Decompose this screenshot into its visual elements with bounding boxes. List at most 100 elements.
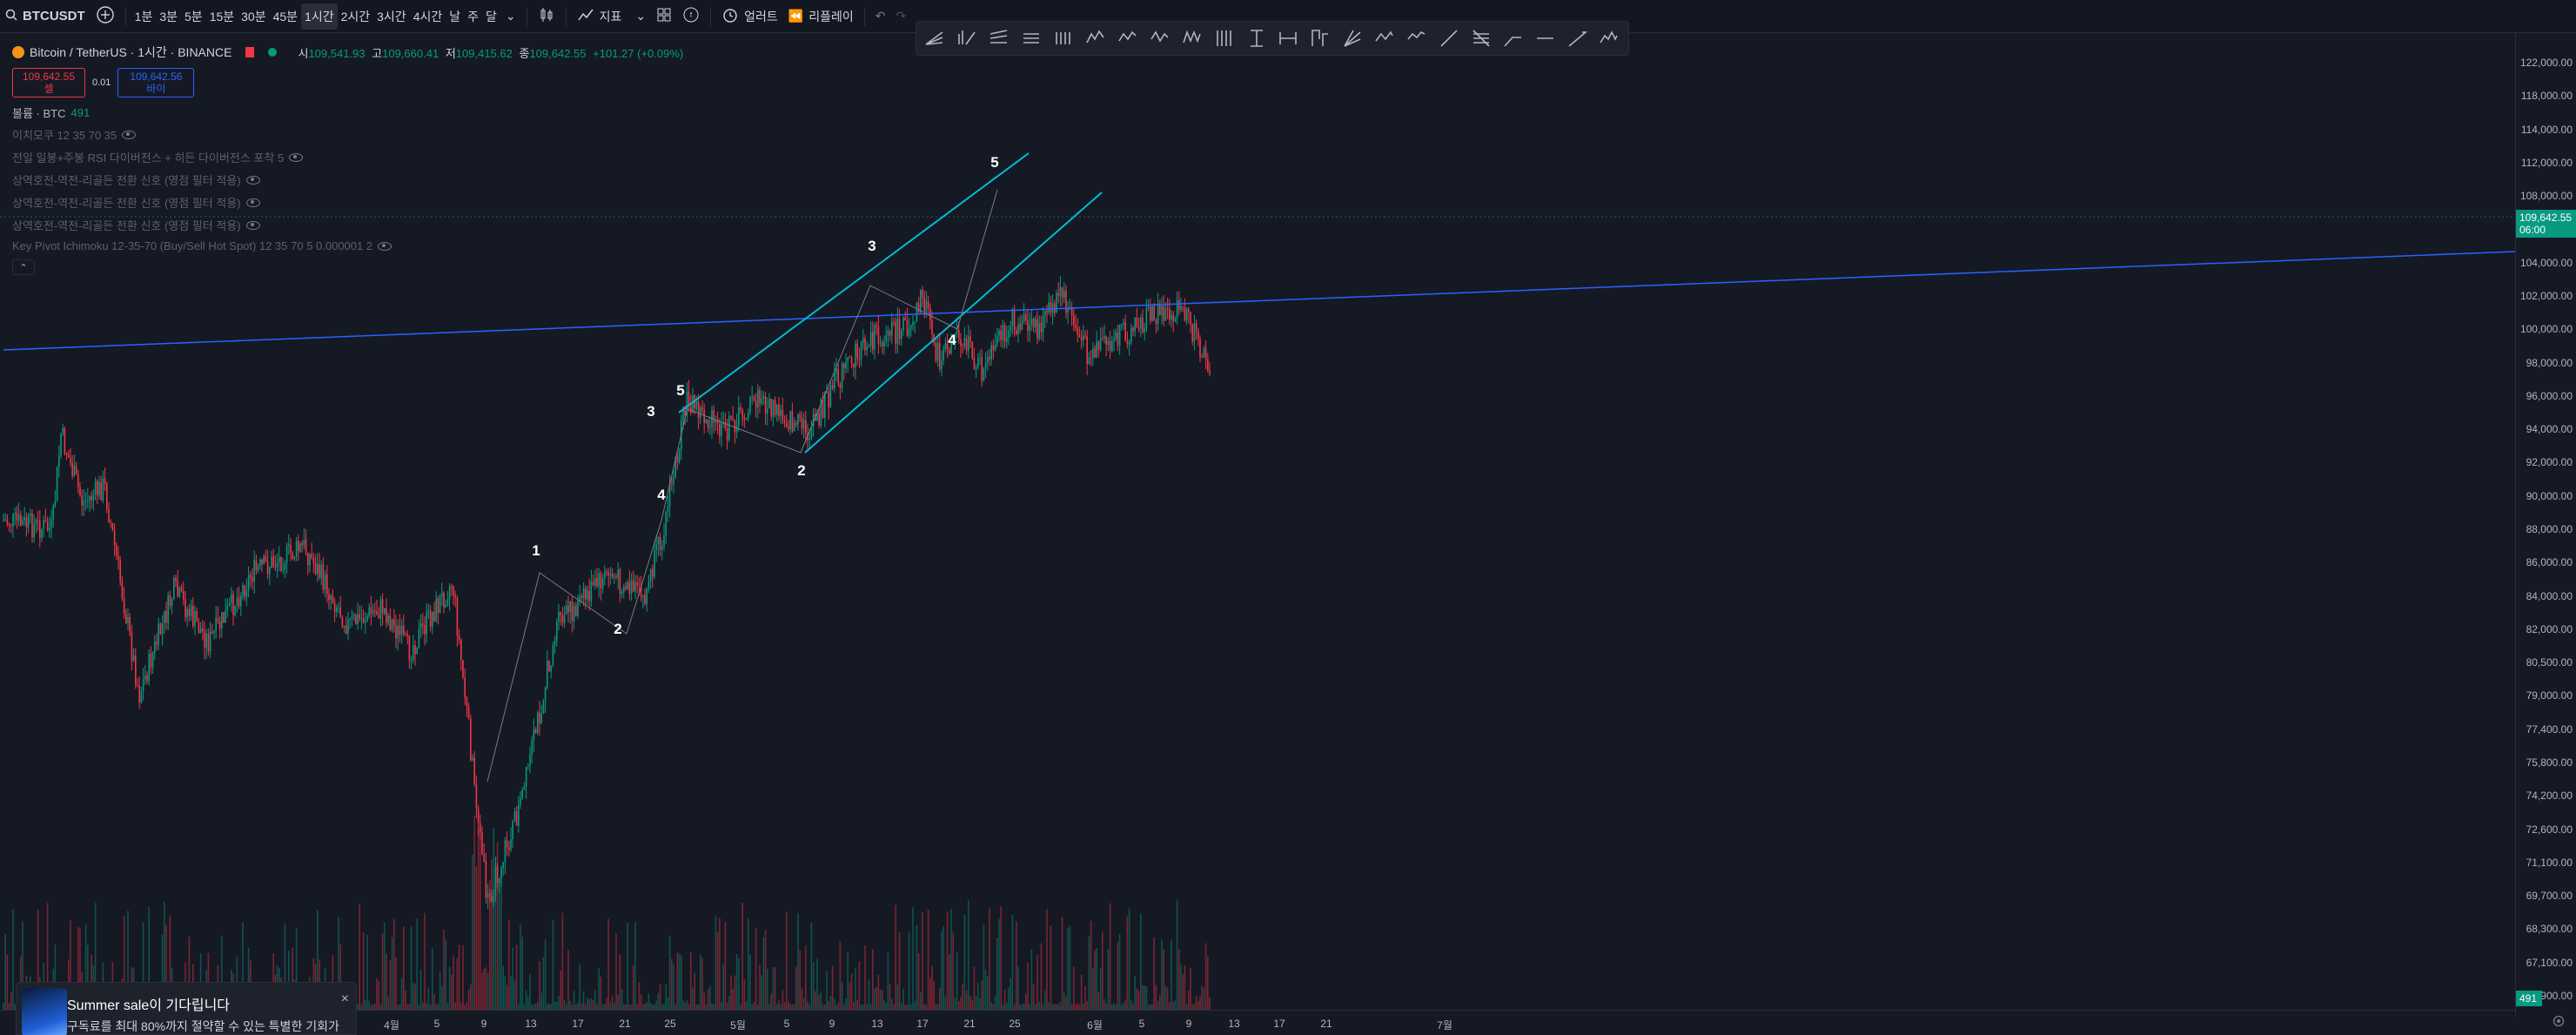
indicator-row[interactable]: 상역호전-역전-리골든 전환 신호 (영점 필터 적용) [12, 171, 683, 188]
abcd-pattern-icon[interactable] [1404, 24, 1431, 52]
symbol-search[interactable]: BTCUSDT [0, 3, 91, 30]
interval-5[interactable]: 45분 [272, 9, 299, 24]
interval-6[interactable]: 1시간 [301, 3, 338, 30]
time-tick: 9 [1185, 1018, 1192, 1030]
horizontal-ray-icon[interactable] [1532, 24, 1559, 52]
indicators-button[interactable]: 지표 ⌄ [572, 3, 652, 30]
candle-body [269, 568, 271, 575]
add-symbol-button[interactable] [91, 3, 120, 30]
indicator-row[interactable]: 전일 일봉+주봉 RSI 다이버전스 + 히든 다이버전스 포착 5 [12, 149, 683, 165]
cycle-lines-icon[interactable] [1211, 24, 1238, 52]
volume-bar [1046, 909, 1048, 1010]
chart-type-button[interactable] [533, 3, 560, 30]
interval-0[interactable]: 1분 [134, 9, 153, 24]
ray-line-icon[interactable] [1564, 24, 1591, 52]
replay-button[interactable]: ⏪ 리플레이 [783, 3, 859, 30]
promo-popup[interactable]: Summer sale이 기다립니다 구독료를 최대 80%까지 절약할 수 있… [16, 982, 357, 1035]
collapse-legend-button[interactable]: ⌃ [12, 259, 35, 275]
undo-button[interactable]: ↶ [870, 3, 891, 30]
candle-body [673, 476, 674, 485]
indicator-row[interactable]: 이치모쿠 12 35 70 35 [12, 126, 683, 143]
eye-icon[interactable] [245, 198, 260, 207]
candle-body [525, 767, 527, 787]
volume-legend[interactable]: 볼륨 · BTC 491 [12, 104, 683, 121]
candle-body [1201, 356, 1203, 358]
candle-body [741, 409, 743, 419]
redo-button[interactable]: ↷ [890, 3, 911, 30]
interval-7[interactable]: 2시간 [340, 9, 371, 24]
fib-channel-icon[interactable] [1050, 24, 1077, 52]
elliott-correction-icon[interactable] [1114, 24, 1141, 52]
sell-button[interactable]: 109,642.55 셀 [12, 68, 85, 97]
candle-body [357, 614, 359, 625]
time-tick: 17 [1273, 1018, 1285, 1030]
eye-icon[interactable] [122, 130, 137, 139]
price-range-icon[interactable] [1275, 24, 1302, 52]
price-scale[interactable]: 122,000.00 118,000.00 114,000.00 112,000.00… [2515, 33, 2576, 1018]
eye-icon[interactable] [245, 175, 260, 185]
gann-fan-icon[interactable] [1339, 24, 1366, 52]
candle-body [898, 319, 901, 339]
volume-bar [566, 1004, 567, 1010]
pitchfork-icon[interactable] [922, 24, 949, 52]
volume-bar [843, 1004, 845, 1010]
volume-bar [87, 944, 89, 1010]
price-tick: 69,700.00 [2526, 890, 2573, 903]
eye-icon[interactable] [245, 220, 260, 230]
flag-icon[interactable] [245, 47, 255, 57]
price-tick: 112,000.00 [2520, 156, 2573, 169]
interval-dropdown[interactable]: ⌄ [500, 3, 521, 30]
volume-bar [496, 842, 499, 1010]
price-chart[interactable]: 1 2 3 4 5 2 3 4 5 [0, 33, 2515, 1010]
close-icon[interactable]: × [340, 991, 349, 1006]
interval-3[interactable]: 15분 [209, 9, 235, 24]
elliott-double-combo-icon[interactable] [1178, 24, 1205, 52]
trend-line-icon[interactable] [1436, 24, 1463, 52]
interval-10[interactable]: 날 [449, 9, 461, 24]
interval-12[interactable]: 달 [486, 9, 497, 24]
candle-body [400, 626, 403, 635]
interval-2[interactable]: 5분 [184, 9, 203, 24]
volume-bar [774, 967, 776, 1010]
candle-body [393, 619, 395, 626]
candle-body [137, 684, 138, 686]
head-shoulders-icon[interactable] [1596, 24, 1623, 52]
indicator-row[interactable]: 상역호전-역전-리골든 전환 신호 (영점 필터 적용) [12, 194, 683, 211]
volume-bar [703, 992, 705, 1010]
eye-icon[interactable] [289, 152, 304, 162]
candle-body [1061, 287, 1063, 298]
symbol-title[interactable]: Bitcoin / TetherUS · 1시간 · BINANCE [30, 45, 232, 59]
indicator-row[interactable]: Key Pivot Ichimoku 12-35-70 (Buy/Sell Ho… [12, 239, 683, 252]
modified-schiff-icon[interactable] [986, 24, 1013, 52]
interval-9[interactable]: 4시간 [413, 9, 443, 24]
layouts-button[interactable] [651, 3, 677, 30]
interval-1[interactable]: 3분 [159, 9, 178, 24]
candle-body [102, 478, 104, 501]
candle-body [772, 400, 775, 417]
time-scale[interactable]: 4월 5 9 13 17 21 25 5월 5 9 13 17 21 25 6월 5 9 13 17 21 7월 [0, 1010, 2515, 1035]
volume-bar [933, 980, 935, 1010]
schiff-pitchfork-icon[interactable] [954, 24, 981, 52]
buy-button[interactable]: 109,642.56 바이 [117, 68, 195, 97]
eye-icon[interactable] [378, 241, 392, 251]
interval-8[interactable]: 3시간 [377, 9, 406, 24]
elliott-triangle-icon[interactable] [1146, 24, 1173, 52]
xabcd-pattern-icon[interactable] [1372, 24, 1399, 52]
candle-body [406, 634, 408, 636]
fib-retracement-icon[interactable] [1467, 24, 1494, 52]
indicator-row[interactable]: 상역호전-역전-리골든 전환 신호 (영점 필터 적용) [12, 217, 683, 233]
inside-pitchfork-icon[interactable] [1018, 24, 1045, 52]
candle-body [113, 530, 116, 546]
alert-button[interactable]: 얼러트 [716, 3, 783, 30]
scale-settings-button[interactable] [2517, 1011, 2574, 1035]
fib-extension-icon[interactable] [1499, 24, 1526, 52]
script-button[interactable]: f [677, 3, 705, 30]
time-tick: 5월 [730, 1019, 746, 1032]
date-range-icon[interactable] [1243, 24, 1270, 52]
date-price-range-icon[interactable] [1307, 24, 1334, 52]
interval-4[interactable]: 30분 [241, 9, 266, 24]
candle-body [580, 595, 583, 598]
elliott-impulse-icon[interactable] [1083, 24, 1110, 52]
interval-11[interactable]: 주 [467, 9, 480, 24]
volume-bar [652, 1004, 654, 1010]
